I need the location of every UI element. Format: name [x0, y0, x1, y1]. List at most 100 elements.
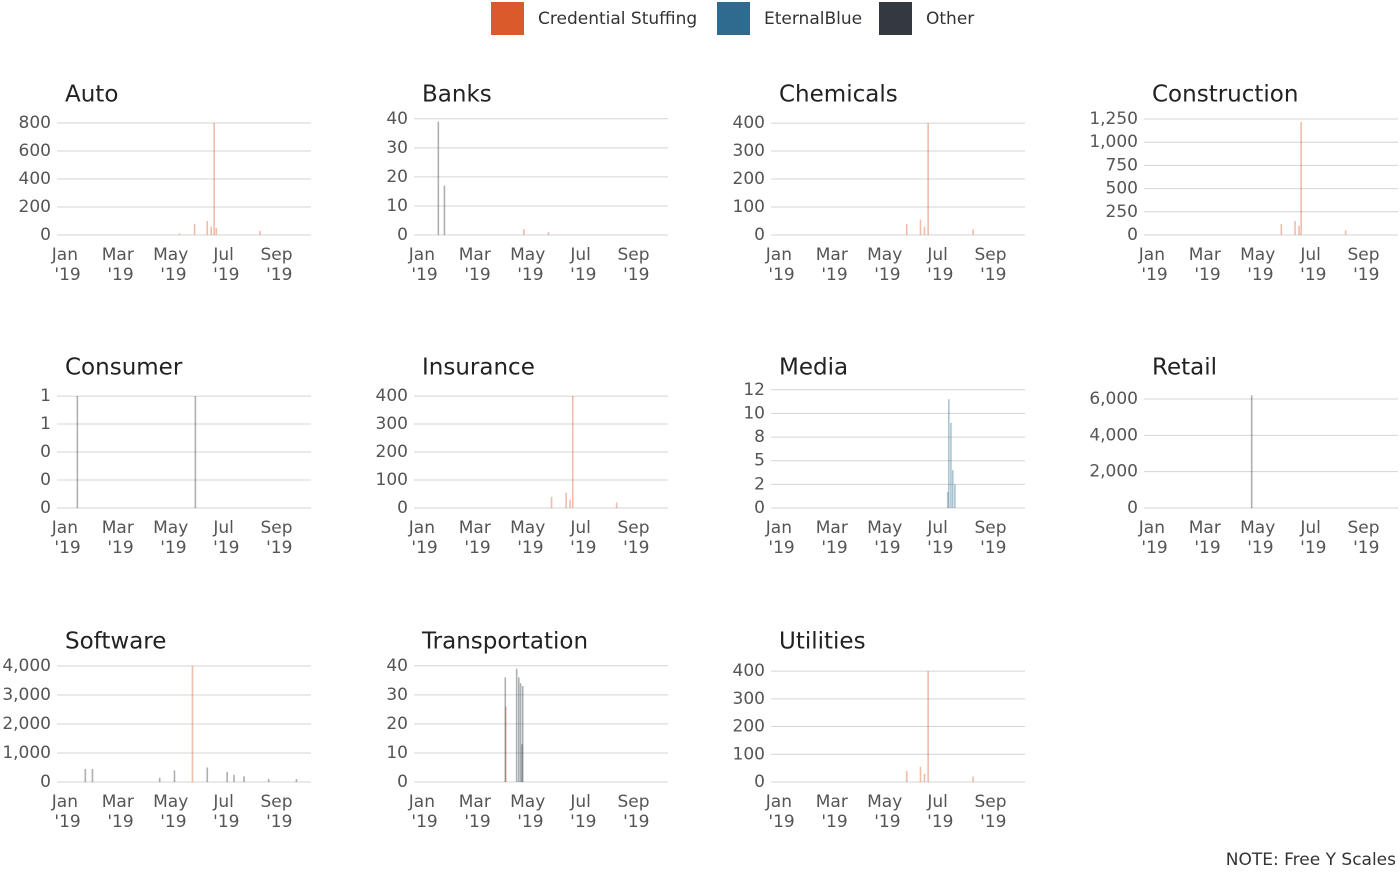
bar: [1344, 230, 1347, 235]
bar: [523, 229, 525, 235]
bar: [954, 484, 956, 508]
bar: [206, 767, 209, 782]
x-tick-label: Jul '19: [926, 518, 953, 558]
y-tick-label: 4,000: [1089, 425, 1138, 445]
bar: [927, 123, 929, 235]
legend-label: Other: [926, 9, 974, 29]
bar: [504, 677, 507, 782]
y-tick-label: 0: [1127, 225, 1138, 245]
y-tick-label: 300: [733, 689, 765, 709]
x-tick-label: Jan '19: [51, 518, 84, 558]
bar: [215, 227, 218, 235]
x-tick-label: Mar '19: [102, 245, 139, 285]
y-tick-label: 200: [19, 197, 51, 217]
x-tick-label: May '19: [867, 792, 908, 832]
x-tick-label: Jan '19: [51, 245, 84, 285]
x-tick-label: May '19: [510, 792, 551, 832]
bar: [571, 396, 574, 508]
bar: [521, 686, 524, 782]
bar: [243, 776, 245, 782]
y-tick-label: 300: [376, 414, 408, 434]
x-tick-label: May '19: [1240, 518, 1281, 558]
x-tick-label: Jan '19: [765, 518, 798, 558]
y-tick-label: 100: [733, 197, 765, 217]
y-tick-label: 5: [754, 451, 765, 471]
bar: [295, 779, 298, 782]
y-tick-label: 10: [386, 196, 408, 216]
y-tick-label: 10: [386, 743, 408, 763]
panel-title: Insurance: [422, 355, 535, 381]
bar: [905, 223, 908, 235]
x-tick-label: May '19: [153, 518, 194, 558]
bar: [951, 470, 954, 508]
panel-title: Construction: [1152, 82, 1298, 108]
bar: [615, 502, 618, 508]
x-tick-label: May '19: [510, 518, 551, 558]
bar: [210, 226, 213, 235]
x-tick-label: Jul '19: [569, 792, 596, 832]
x-tick-label: Sep '19: [261, 245, 298, 285]
panel-title: Auto: [65, 82, 118, 108]
y-tick-label: 600: [19, 141, 51, 161]
y-tick-label: 2: [754, 474, 765, 494]
x-tick-label: Mar '19: [816, 792, 853, 832]
y-tick-label: 400: [19, 169, 51, 189]
y-tick-label: 1: [40, 386, 51, 406]
x-tick-label: Jul '19: [212, 792, 239, 832]
x-tick-label: Jul '19: [1299, 245, 1326, 285]
y-tick-label: 0: [40, 442, 51, 462]
x-tick-label: Jul '19: [212, 245, 239, 285]
x-tick-label: Jan '19: [51, 792, 84, 832]
x-tick-label: Mar '19: [1189, 245, 1226, 285]
bar: [923, 226, 926, 235]
x-tick-label: Jan '19: [408, 245, 441, 285]
bar: [565, 492, 567, 508]
x-tick-label: Jan '19: [408, 518, 441, 558]
bar: [1294, 221, 1296, 235]
y-tick-label: 200: [733, 717, 765, 737]
x-tick-label: Jan '19: [408, 792, 441, 832]
bar: [905, 770, 908, 782]
y-tick-label: 400: [733, 661, 765, 681]
bar: [515, 668, 518, 782]
bar: [76, 396, 79, 508]
x-tick-label: Jan '19: [765, 792, 798, 832]
x-tick-label: May '19: [867, 245, 908, 285]
y-tick-label: 30: [386, 685, 408, 705]
y-tick-label: 500: [1106, 179, 1138, 199]
x-tick-label: Sep '19: [1348, 245, 1385, 285]
y-tick-label: 40: [386, 656, 408, 676]
legend-swatch: [491, 2, 524, 35]
x-tick-label: Sep '19: [975, 245, 1012, 285]
y-tick-label: 400: [733, 113, 765, 133]
y-tick-label: 0: [397, 225, 408, 245]
y-tick-label: 0: [1127, 498, 1138, 518]
bar: [1298, 225, 1300, 235]
y-tick-label: 1,250: [1089, 109, 1138, 129]
bar: [233, 774, 235, 782]
y-tick-label: 100: [733, 744, 765, 764]
bar: [213, 122, 215, 235]
legend-swatch: [717, 2, 750, 35]
y-tick-label: 8: [754, 427, 765, 447]
bar: [1250, 395, 1253, 508]
y-tick-label: 1,000: [2, 743, 51, 763]
bar: [919, 766, 922, 782]
y-tick-label: 10: [743, 403, 765, 423]
x-tick-label: Sep '19: [618, 518, 655, 558]
x-tick-label: May '19: [1240, 245, 1281, 285]
bar: [91, 768, 94, 782]
bar: [519, 683, 522, 782]
panel-title: Transportation: [421, 629, 588, 655]
y-tick-label: 400: [376, 386, 408, 406]
x-tick-label: Sep '19: [261, 792, 298, 832]
y-tick-label: 12: [743, 380, 765, 400]
bar: [226, 771, 228, 782]
bar: [948, 399, 950, 508]
y-tick-label: 1: [40, 414, 51, 434]
x-tick-label: Jan '19: [1138, 518, 1171, 558]
y-tick-label: 200: [376, 442, 408, 462]
x-tick-label: Mar '19: [102, 518, 139, 558]
x-tick-label: May '19: [153, 792, 194, 832]
